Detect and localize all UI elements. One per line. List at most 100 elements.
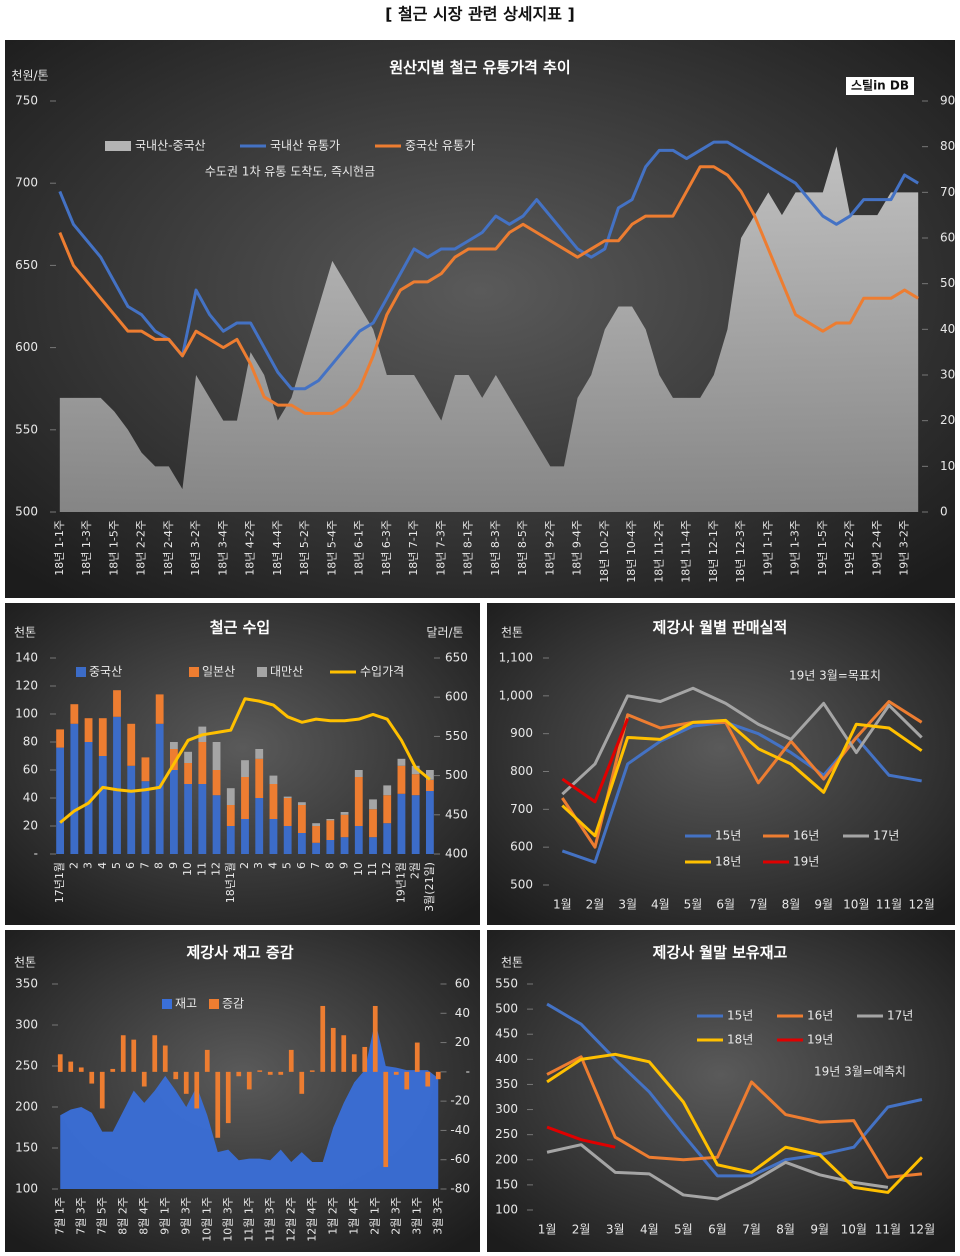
chart-title: 제강사 월말 보유재고 (653, 944, 788, 962)
bar (204, 1049, 210, 1072)
x-tick-label: 12월 (909, 1223, 935, 1237)
bar (283, 826, 292, 854)
y2-tick-label: 550 (445, 729, 468, 743)
bar (312, 826, 321, 843)
logo: 스틸in DB (851, 79, 909, 93)
x-tick-label: 7월 1주 (53, 1197, 66, 1235)
legend-label: 중국산 유통가 (405, 139, 475, 153)
x-tick-label: 18년 6-3주 (380, 520, 393, 576)
y-tick-label: 150 (15, 1141, 38, 1155)
line (58, 140, 919, 391)
x-tick-label: 4월 (640, 1223, 659, 1237)
bar (184, 784, 193, 854)
x-tick-label: 1월 (553, 898, 572, 912)
y-tick-label: 500 (495, 1002, 518, 1016)
bar (354, 826, 363, 854)
line (546, 1002, 923, 1178)
x-tick-label: 6 (124, 862, 137, 869)
x-tick-label: 18년 4-4주 (271, 520, 284, 576)
y2-tick-label: 650 (445, 651, 468, 665)
x-tick-label: 11 (195, 862, 208, 876)
x-tick-label: 10 (181, 862, 194, 876)
bar (255, 749, 264, 759)
bar (309, 1070, 315, 1072)
bar (113, 716, 121, 854)
bar (326, 819, 335, 821)
y-tick-label: 150 (495, 1177, 518, 1191)
x-tick-label: 18년 6-1주 (353, 520, 366, 576)
x-tick-label: 2월 1주 (368, 1197, 381, 1235)
bar (246, 1071, 252, 1090)
x-tick-label: 18년 10-4주 (625, 520, 638, 583)
x-tick-label: 18년 8-3주 (489, 520, 502, 576)
y-tick-label: 100 (15, 1182, 38, 1196)
x-tick-label: 11월 1주 (242, 1197, 255, 1242)
x-tick-label: 18년 10-2주 (598, 520, 611, 583)
bar (411, 765, 420, 775)
line (561, 717, 630, 804)
bar (255, 798, 264, 854)
y-tick-label: 40 (23, 791, 38, 805)
x-tick-label: 18년 11-4주 (680, 520, 693, 583)
legend-swatch (257, 667, 267, 677)
chart-title: 제강사 월별 판매실적 (653, 619, 788, 637)
x-tick-label: 3월 (618, 898, 637, 912)
bar (269, 784, 278, 819)
legend-label: 16년 (793, 829, 819, 843)
bar (383, 795, 392, 824)
x-tick-label: 7 (309, 862, 322, 869)
x-tick-label: 19년 1-3주 (789, 520, 802, 576)
x-tick-label: 7월 5주 (95, 1197, 108, 1235)
line (58, 165, 919, 415)
x-tick-label: 19년 2-4주 (870, 520, 883, 576)
x-tick-label: 18년 9-4주 (571, 520, 584, 576)
y-tick-label: 80 (23, 735, 38, 749)
x-tick-label: 6월 (716, 898, 735, 912)
chart-title: 원산지별 철근 유통가격 추이 (389, 59, 570, 77)
y-tick-label: 60 (23, 763, 38, 777)
x-tick-label: 11월 (876, 898, 902, 912)
x-tick-label: 4월 (651, 898, 670, 912)
x-tick-label: 10 (352, 862, 365, 876)
line (546, 1143, 889, 1201)
x-tick-label: 10월 (841, 1223, 867, 1237)
bar (411, 795, 420, 854)
y2-tick-label: -60 (450, 1152, 470, 1166)
x-tick-label: 18년 2-2주 (135, 520, 148, 576)
bar (236, 1071, 242, 1077)
y2-tick-label: 80 (940, 139, 955, 153)
bar (383, 823, 392, 854)
x-tick-label: 7월 (749, 898, 768, 912)
x-tick-label: 5 (110, 862, 123, 869)
bar (226, 805, 235, 826)
x-tick-label: 18년 8-5주 (516, 520, 529, 576)
bar (397, 765, 406, 794)
bar (212, 770, 221, 796)
bar (225, 1071, 231, 1124)
x-tick-label: 8 (323, 862, 336, 869)
x-tick-label: 18년 7-3주 (434, 520, 447, 576)
bar (241, 777, 249, 819)
x-tick-label: 2월 (586, 898, 605, 912)
legend-label: 국내산 유통가 (270, 139, 340, 153)
bar (169, 749, 178, 770)
y2-tick-label: 400 (445, 847, 468, 861)
bar (288, 1049, 294, 1072)
y2-tick-label: 50 (940, 276, 955, 290)
bar (89, 1071, 95, 1084)
x-tick-label: 18년 4-2주 (244, 520, 257, 576)
x-tick-label: 1월 (538, 1223, 557, 1237)
bar (155, 723, 164, 854)
x-tick-label: 18년 1-5주 (107, 520, 120, 576)
bar (194, 1071, 200, 1109)
legend-label: 증감 (222, 997, 244, 1011)
bar (226, 826, 235, 854)
y-tick-label: 500 (510, 878, 533, 892)
x-tick-label: 2월 3주 (389, 1197, 402, 1235)
area (59, 146, 919, 512)
x-tick-label: 9 (167, 862, 180, 869)
x-tick-label: 18년 3-4주 (216, 520, 229, 576)
bar (152, 1035, 158, 1072)
line (59, 697, 431, 824)
x-tick-label: 18년 5-2주 (298, 520, 311, 576)
